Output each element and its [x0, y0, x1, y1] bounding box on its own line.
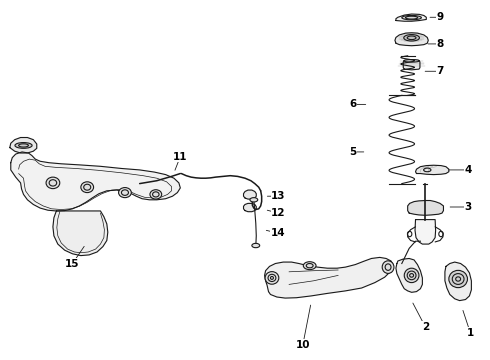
Polygon shape	[395, 33, 428, 46]
Text: 5: 5	[349, 147, 356, 157]
Polygon shape	[244, 190, 256, 199]
Ellipse shape	[382, 261, 394, 274]
Text: 14: 14	[271, 228, 286, 238]
Text: 4: 4	[464, 165, 472, 175]
Text: 15: 15	[65, 258, 80, 269]
Ellipse shape	[119, 188, 131, 198]
Polygon shape	[408, 201, 443, 215]
Polygon shape	[265, 257, 393, 298]
Ellipse shape	[150, 190, 162, 199]
Polygon shape	[396, 14, 426, 21]
Polygon shape	[244, 203, 256, 212]
Polygon shape	[415, 220, 436, 244]
Ellipse shape	[402, 15, 421, 20]
Polygon shape	[416, 165, 449, 175]
Ellipse shape	[404, 268, 419, 283]
Text: 13: 13	[271, 191, 286, 201]
Text: 6: 6	[349, 99, 356, 109]
Text: 1: 1	[467, 328, 474, 338]
Ellipse shape	[250, 198, 258, 202]
Ellipse shape	[303, 262, 316, 270]
Polygon shape	[445, 262, 471, 301]
Text: 12: 12	[271, 208, 286, 218]
Ellipse shape	[404, 35, 419, 41]
Text: 7: 7	[436, 66, 444, 76]
Ellipse shape	[15, 143, 32, 148]
Ellipse shape	[252, 243, 260, 248]
Polygon shape	[53, 211, 108, 256]
Polygon shape	[403, 60, 420, 70]
Polygon shape	[10, 138, 37, 153]
Polygon shape	[396, 258, 422, 292]
Ellipse shape	[265, 271, 279, 284]
Polygon shape	[11, 152, 180, 211]
Text: 2: 2	[422, 322, 429, 332]
Text: 11: 11	[173, 152, 188, 162]
Ellipse shape	[46, 177, 60, 189]
Ellipse shape	[449, 270, 467, 288]
Text: 3: 3	[465, 202, 471, 212]
Text: 8: 8	[437, 39, 443, 49]
Text: 9: 9	[437, 12, 443, 22]
Ellipse shape	[81, 182, 94, 193]
Ellipse shape	[404, 60, 419, 62]
Text: 10: 10	[295, 340, 310, 350]
